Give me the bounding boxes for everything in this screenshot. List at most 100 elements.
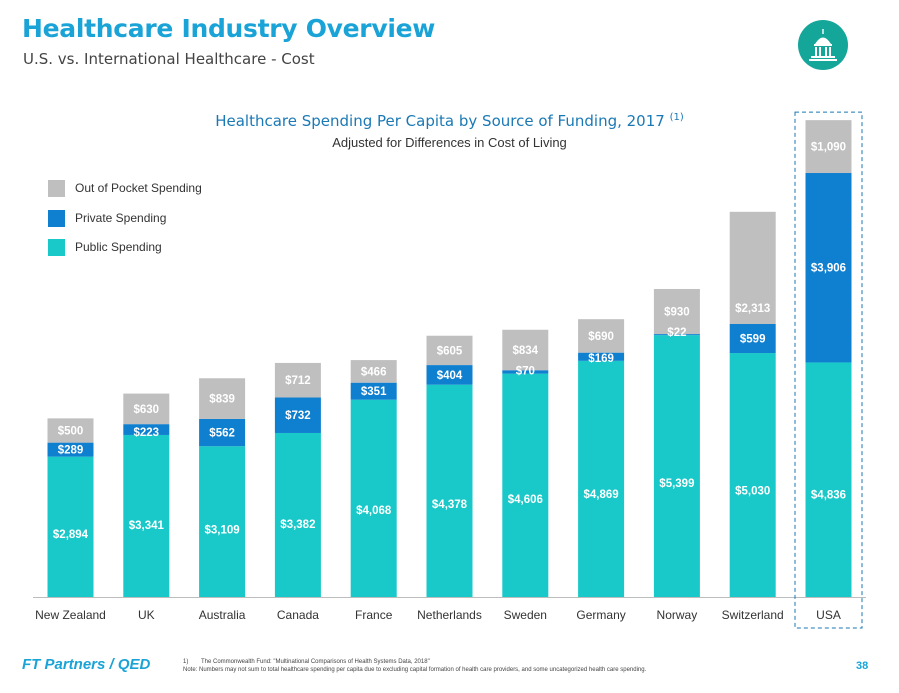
legend-label: Private Spending <box>75 210 167 225</box>
data-label-private-spending-uk: $223 <box>134 427 160 439</box>
data-label-out-of-pocket-spending-france: $466 <box>361 366 387 378</box>
data-label-public-spending-norway: $5,399 <box>659 478 694 490</box>
bar-out-of-pocket-spending-sweden <box>502 329 549 371</box>
data-label-private-spending-australia: $562 <box>209 428 235 440</box>
data-label-public-spending-sweden: $4,606 <box>508 494 543 506</box>
bar-group-germany: $4,869 $169 $690 Germany <box>576 319 626 622</box>
legend-swatch-public <box>48 239 65 256</box>
data-label-public-spending-australia: $3,109 <box>205 525 240 537</box>
data-label-public-spending-france: $4,068 <box>356 505 392 517</box>
data-label-out-of-pocket-spending-switzerland: $2,313 <box>735 303 770 315</box>
capitol-dome-icon <box>798 20 848 70</box>
bar-out-of-pocket-spending-canada <box>274 362 321 398</box>
legend-item-public: Public Spending <box>48 239 202 269</box>
legend-label: Out of Pocket Spending <box>75 181 202 195</box>
bar-private-spending-usa <box>805 173 852 363</box>
chart-title: Healthcare Spending Per Capita by Source… <box>215 112 684 130</box>
data-label-public-spending-netherlands: $4,378 <box>432 499 468 511</box>
legend-item-out-of-pocket: Out of Pocket Spending <box>48 180 202 210</box>
data-label-public-spending-new-zealand: $2,894 <box>53 529 89 541</box>
data-label-out-of-pocket-spending-usa: $1,090 <box>811 142 846 154</box>
bar-group-sweden: $4,606 $70 $834 Sweden <box>502 329 549 622</box>
bar-group-new-zealand: $2,894 $289 $500 New Zealand <box>35 418 106 622</box>
bar-group-norway: $5,399 $22 $930 Norway <box>653 288 700 622</box>
data-label-public-spending-canada: $3,382 <box>280 519 315 531</box>
bar-private-spending-sweden <box>502 370 549 374</box>
bar-public-spending-netherlands <box>426 384 473 597</box>
bar-public-spending-canada <box>274 432 321 597</box>
bar-out-of-pocket-spending-usa <box>805 120 852 174</box>
x-tick-label-switzerland: Switzerland <box>722 608 784 622</box>
bar-out-of-pocket-spending-new-zealand <box>47 418 94 443</box>
bar-private-spending-new-zealand <box>47 442 94 457</box>
data-label-out-of-pocket-spending-uk: $630 <box>134 404 160 416</box>
data-label-private-spending-france: $351 <box>361 386 387 398</box>
data-label-out-of-pocket-spending-germany: $690 <box>588 331 614 343</box>
data-label-private-spending-norway: $22 <box>667 327 686 339</box>
page-title: Healthcare Industry Overview <box>22 14 436 43</box>
bar-public-spending-usa <box>805 362 852 597</box>
page-number: 38 <box>856 660 869 672</box>
x-tick-label-usa: USA <box>816 608 841 622</box>
bar-public-spending-uk <box>123 434 170 597</box>
data-label-out-of-pocket-spending-canada: $712 <box>285 375 311 387</box>
data-label-private-spending-netherlands: $404 <box>437 370 463 382</box>
bar-out-of-pocket-spending-uk <box>123 393 170 425</box>
data-label-public-spending-usa: $4,836 <box>811 489 846 501</box>
data-label-out-of-pocket-spending-new-zealand: $500 <box>58 425 84 437</box>
bar-private-spending-australia <box>199 418 246 447</box>
chart-title-footnote-ref: (1) <box>669 112 684 123</box>
bar-out-of-pocket-spending-australia <box>199 378 246 419</box>
chart-legend: Out of Pocket Spending Private Spending … <box>48 180 202 269</box>
x-tick-label-sweden: Sweden <box>504 608 547 622</box>
bar-public-spending-australia <box>199 446 246 597</box>
data-label-out-of-pocket-spending-australia: $839 <box>209 394 235 406</box>
highlight-box-usa <box>794 111 863 629</box>
data-label-public-spending-uk: $3,341 <box>129 520 165 532</box>
bar-private-spending-switzerland <box>729 323 776 354</box>
data-label-private-spending-switzerland: $599 <box>740 334 766 346</box>
data-label-out-of-pocket-spending-norway: $930 <box>664 307 690 319</box>
data-label-public-spending-switzerland: $5,030 <box>735 486 770 498</box>
footnotes: 1) The Commonwealth Fund: "Multinational … <box>183 658 803 674</box>
data-label-private-spending-sweden: $70 <box>516 366 535 378</box>
x-tick-label-germany: Germany <box>576 608 625 622</box>
data-label-private-spending-usa: $3,906 <box>811 263 846 275</box>
bar-group-netherlands: $4,378 $404 $605 Netherlands <box>417 335 482 622</box>
bar-private-spending-uk <box>123 424 170 435</box>
data-label-private-spending-canada: $732 <box>285 410 311 422</box>
chart-subtitle: Adjusted for Differences in Cost of Livi… <box>332 135 567 150</box>
bar-private-spending-france <box>350 382 397 400</box>
data-label-private-spending-new-zealand: $289 <box>58 445 84 457</box>
x-tick-label-new-zealand: New Zealand <box>35 608 106 622</box>
bar-group-usa: $4,836 $3,906 $1,090 USA <box>794 111 863 629</box>
bar-out-of-pocket-spending-france <box>350 360 397 383</box>
legend-item-private: Private Spending <box>48 209 202 240</box>
x-tick-label-france: France <box>355 608 393 622</box>
bar-public-spending-switzerland <box>729 353 776 597</box>
x-tick-label-canada: Canada <box>277 608 319 622</box>
data-label-out-of-pocket-spending-netherlands: $605 <box>437 345 463 357</box>
bar-group-switzerland: $5,030 $599 $2,313 Switzerland <box>722 211 784 622</box>
x-tick-label-netherlands: Netherlands <box>417 608 482 622</box>
bar-private-spending-germany <box>578 352 625 361</box>
bar-private-spending-norway <box>653 334 700 336</box>
bar-out-of-pocket-spending-switzerland <box>729 211 776 324</box>
data-label-private-spending-germany: $169 <box>588 353 614 365</box>
bar-public-spending-france <box>350 399 397 597</box>
data-label-out-of-pocket-spending-sweden: $834 <box>513 345 539 357</box>
bar-public-spending-new-zealand <box>47 456 94 597</box>
data-label-public-spending-germany: $4,869 <box>584 489 619 501</box>
x-tick-label-uk: UK <box>138 608 155 622</box>
bar-group-australia: $3,109 $562 $839 Australia <box>199 378 246 622</box>
page-subtitle: U.S. vs. International Healthcare - Cost <box>23 50 315 68</box>
footer-brand: FT Partners / QED <box>22 656 151 673</box>
bar-out-of-pocket-spending-netherlands <box>426 335 473 366</box>
bar-group-canada: $3,382 $732 $712 Canada <box>274 362 321 622</box>
bar-group-france: $4,068 $351 $466 France <box>350 360 397 622</box>
bar-out-of-pocket-spending-norway <box>653 288 700 335</box>
bar-group-uk: $3,341 $223 $630 UK <box>123 393 170 622</box>
bar-public-spending-sweden <box>502 373 549 597</box>
bar-out-of-pocket-spending-germany <box>578 319 625 353</box>
